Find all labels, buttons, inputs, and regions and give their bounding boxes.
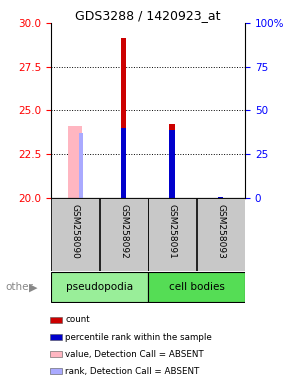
Text: cell bodies: cell bodies — [168, 282, 224, 292]
Bar — [218, 197, 224, 198]
Text: GSM258090: GSM258090 — [70, 204, 79, 258]
Bar — [79, 133, 83, 198]
Bar — [121, 38, 126, 198]
Bar — [169, 124, 175, 198]
Bar — [197, 198, 245, 271]
Bar — [121, 128, 126, 198]
Text: percentile rank within the sample: percentile rank within the sample — [65, 333, 212, 341]
Bar — [50, 317, 62, 323]
Text: count: count — [65, 316, 90, 324]
Title: GDS3288 / 1420923_at: GDS3288 / 1420923_at — [75, 9, 221, 22]
Bar — [50, 351, 62, 357]
Text: ▶: ▶ — [29, 282, 38, 292]
Bar — [148, 198, 196, 271]
Bar — [169, 131, 175, 198]
Bar — [148, 272, 245, 302]
Bar — [50, 334, 62, 340]
Bar — [51, 198, 99, 271]
Bar — [50, 368, 62, 374]
Text: other: other — [6, 282, 34, 292]
Text: value, Detection Call = ABSENT: value, Detection Call = ABSENT — [65, 349, 204, 359]
Text: pseudopodia: pseudopodia — [66, 282, 133, 292]
Text: GSM258091: GSM258091 — [168, 204, 177, 258]
Bar — [99, 198, 148, 271]
Bar — [68, 126, 82, 198]
Text: rank, Detection Call = ABSENT: rank, Detection Call = ABSENT — [65, 367, 200, 376]
Text: GSM258093: GSM258093 — [216, 204, 225, 258]
Bar — [51, 272, 148, 302]
Text: GSM258092: GSM258092 — [119, 204, 128, 258]
